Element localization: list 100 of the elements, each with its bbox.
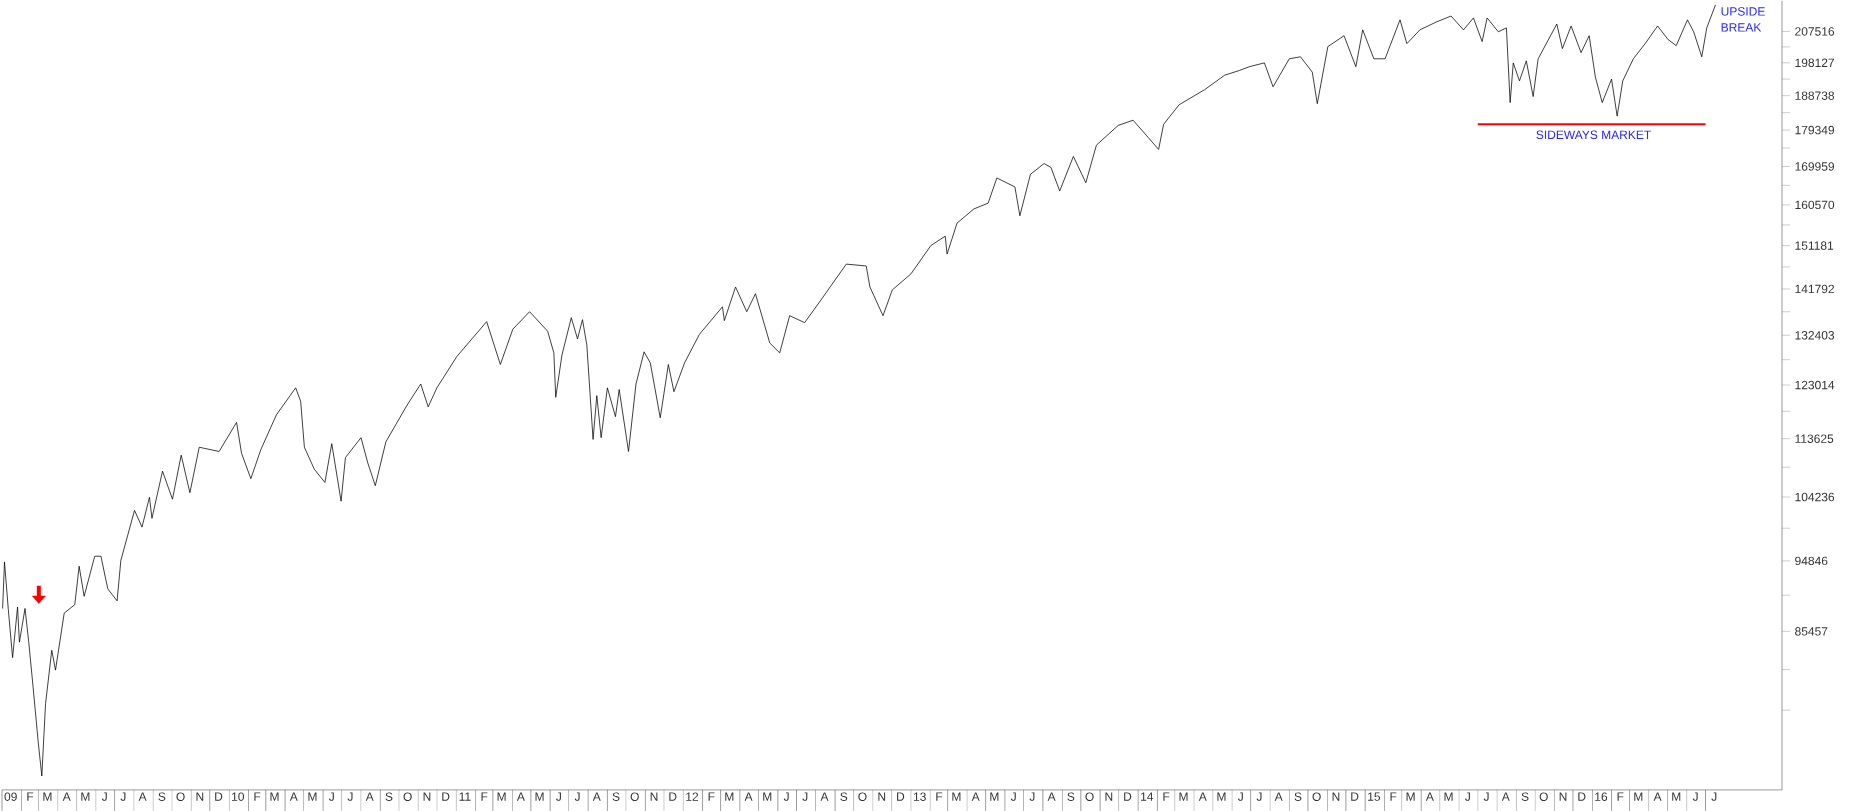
x-tick-label: N xyxy=(196,792,204,801)
x-tick-label: A xyxy=(289,792,298,801)
x-tick-label: M xyxy=(270,792,279,801)
x-tick-label: A xyxy=(1274,792,1283,801)
x-tick-label: O xyxy=(403,792,412,801)
x-tick-label: J xyxy=(783,792,789,801)
y-tick-label: 179349 xyxy=(1795,125,1835,135)
x-tick-label: J xyxy=(1010,792,1016,801)
y-tick-label: 160570 xyxy=(1795,200,1835,210)
x-tick-label: D xyxy=(897,792,905,801)
x-tick-label: F xyxy=(1390,792,1397,801)
x-tick-label: 12 xyxy=(686,792,699,801)
x-tick-label: A xyxy=(1653,792,1662,801)
x-tick-label: O xyxy=(858,792,867,801)
x-tick-label: M xyxy=(1634,792,1643,801)
x-tick-label: F xyxy=(1617,792,1624,801)
x-tick-label: D xyxy=(442,792,450,801)
y-tick-label: 198127 xyxy=(1795,58,1834,68)
x-tick-label: A xyxy=(1501,792,1510,801)
x-tick-label: J xyxy=(347,792,353,801)
x-tick-label: J xyxy=(802,792,808,801)
x-tick-label: A xyxy=(820,792,829,801)
x-tick-label: D xyxy=(215,792,223,801)
x-tick-label: S xyxy=(385,792,393,801)
x-tick-label: F xyxy=(481,792,488,801)
y-tick-label: 188738 xyxy=(1795,91,1835,100)
x-tick-label: F xyxy=(27,792,34,801)
y-tick-label: 123014 xyxy=(1795,380,1835,390)
x-tick-label: S xyxy=(158,792,166,801)
x-tick-label: N xyxy=(423,792,431,801)
x-tick-label: A xyxy=(971,792,980,801)
x-tick-label: A xyxy=(744,792,753,801)
x-tick-label: M xyxy=(308,792,317,801)
x-tick-label: J xyxy=(1029,792,1035,801)
x-tick-label: D xyxy=(669,792,677,801)
x-tick-label: J xyxy=(1692,792,1698,801)
x-tick-label: A xyxy=(516,792,525,801)
x-tick-label: N xyxy=(1105,792,1113,801)
x-tick-label: A xyxy=(62,792,71,801)
x-tick-label: J xyxy=(1711,792,1717,801)
y-tick-label: 94846 xyxy=(1795,556,1828,566)
x-tick-label: M xyxy=(1672,792,1681,801)
x-tick-label: A xyxy=(592,792,601,801)
x-tick-label: O xyxy=(1085,792,1094,801)
x-tick-label: J xyxy=(1483,792,1489,801)
x-tick-label: M xyxy=(1406,792,1415,801)
x-tick-label: N xyxy=(1559,792,1567,801)
x-tick-label: M xyxy=(725,792,734,801)
x-tick-label: N xyxy=(1332,792,1340,801)
x-tick-label: F xyxy=(708,792,715,801)
annotation: SIDEWAYS MARKET xyxy=(1536,130,1651,140)
x-tick-label: M xyxy=(1217,792,1226,801)
x-tick-label: 14 xyxy=(1141,792,1154,801)
x-tick-label: O xyxy=(176,792,185,801)
x-tick-label: S xyxy=(1294,792,1302,801)
x-tick-label: D xyxy=(1578,792,1586,801)
x-tick-label: 13 xyxy=(913,792,926,801)
x-tick-label: J xyxy=(101,792,107,801)
x-tick-label: M xyxy=(763,792,772,801)
y-tick-label: 207516 xyxy=(1795,27,1835,36)
x-tick-label: J xyxy=(1237,792,1243,801)
x-tick-label: M xyxy=(990,792,999,801)
y-tick-label: 113625 xyxy=(1795,434,1834,443)
x-tick-label: 10 xyxy=(232,792,245,801)
x-tick-label: M xyxy=(1444,792,1453,801)
x-tick-label: A xyxy=(1425,792,1434,801)
x-tick-label: A xyxy=(138,792,147,801)
x-tick-label: S xyxy=(1521,792,1529,801)
x-tick-label: N xyxy=(650,792,658,801)
x-tick-label: M xyxy=(1179,792,1188,801)
x-tick-label: J xyxy=(120,792,126,801)
x-tick-label: S xyxy=(840,792,848,801)
x-tick-label: M xyxy=(43,792,52,801)
y-tick-label: 151181 xyxy=(1795,241,1834,250)
x-tick-label: 16 xyxy=(1595,792,1608,801)
y-tick-label: 141792 xyxy=(1795,284,1834,294)
x-tick-label: F xyxy=(254,792,261,801)
x-tick-label: A xyxy=(1047,792,1056,801)
y-tick-label: 104236 xyxy=(1795,492,1835,502)
x-tick-label: 15 xyxy=(1368,792,1381,801)
x-tick-label: F xyxy=(1163,792,1170,801)
x-tick-label: S xyxy=(1067,792,1075,801)
x-tick-label: M xyxy=(952,792,961,801)
x-tick-label: J xyxy=(1465,792,1470,801)
y-tick-label: 169959 xyxy=(1795,162,1835,171)
y-tick-label: 132403 xyxy=(1795,331,1835,340)
y-tick-label: 85457 xyxy=(1795,627,1828,636)
x-tick-label: O xyxy=(1539,792,1548,801)
x-tick-label: S xyxy=(612,792,620,801)
x-tick-label: O xyxy=(630,792,639,801)
annotation: UPSIDE BREAK xyxy=(1721,7,1765,32)
x-tick-label: J xyxy=(328,792,334,801)
x-tick-label: 09 xyxy=(4,792,17,801)
x-tick-label: M xyxy=(497,792,506,801)
x-tick-label: D xyxy=(1351,792,1359,801)
x-tick-label: O xyxy=(1312,792,1321,801)
x-tick-label: F xyxy=(936,792,943,801)
x-tick-label: 11 xyxy=(459,792,471,801)
x-tick-label: J xyxy=(1256,792,1262,801)
x-tick-label: J xyxy=(574,792,580,801)
